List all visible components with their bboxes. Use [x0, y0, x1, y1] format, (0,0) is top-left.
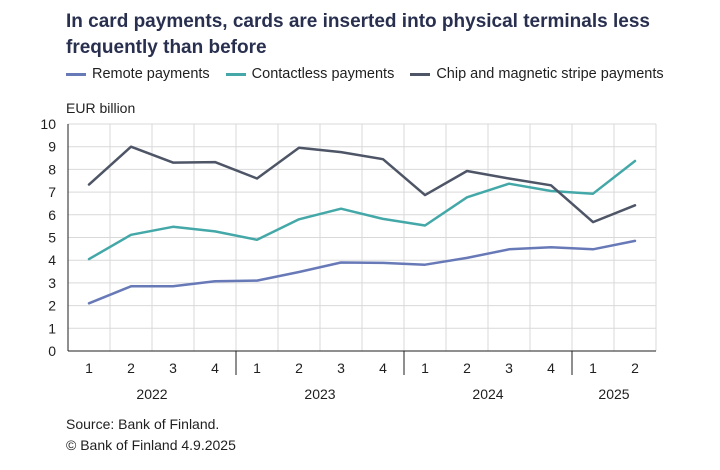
- legend: Remote payments Contactless payments Chi…: [66, 66, 664, 82]
- x-tick-label: 1: [589, 360, 597, 376]
- legend-label-remote: Remote payments: [92, 66, 210, 82]
- x-tick-label: 1: [85, 360, 93, 376]
- y-tick-label: 1: [48, 320, 56, 336]
- y-tick-label: 0: [48, 343, 56, 359]
- legend-item-chip: Chip and magnetic stripe payments: [410, 66, 664, 82]
- chart-title: In card payments, cards are inserted int…: [66, 11, 650, 58]
- y-tick-label: 8: [48, 161, 56, 177]
- legend-label-contactless: Contactless payments: [251, 66, 395, 82]
- y-tick-label: 5: [48, 230, 56, 246]
- x-tick-label: 2: [295, 360, 303, 376]
- y-tick-label: 3: [48, 275, 56, 291]
- x-tick-label: 2: [631, 360, 639, 376]
- year-label: 2022: [136, 386, 167, 402]
- x-tick-label: 3: [505, 360, 513, 376]
- y-tick-label: 4: [48, 252, 56, 268]
- series-line-chip: [87, 145, 637, 224]
- year-label: 2025: [598, 386, 629, 402]
- legend-label-chip: Chip and magnetic stripe payments: [436, 66, 664, 82]
- x-tick-label: 1: [253, 360, 261, 376]
- y-axis-unit-label: EUR billion: [66, 100, 136, 116]
- year-label: 2024: [472, 386, 503, 402]
- legend-swatch-contactless: [225, 72, 246, 76]
- y-tick-label: 2: [48, 298, 56, 314]
- x-tick-label: 2: [463, 360, 471, 376]
- x-tick-label: 1: [421, 360, 429, 376]
- legend-swatch-chip: [410, 72, 431, 76]
- x-tick-label: 3: [337, 360, 345, 376]
- y-tick-label: 10: [40, 116, 56, 132]
- legend-item-contactless: Contactless payments: [225, 66, 395, 82]
- series-line-contactless: [87, 159, 637, 261]
- x-tick-label: 4: [379, 360, 387, 376]
- footer: Source: Bank of Finland. © Bank of Finla…: [66, 414, 236, 456]
- x-tick-label: 2: [127, 360, 135, 376]
- source-note: Source: Bank of Finland.: [66, 416, 220, 432]
- y-tick-label: 6: [48, 207, 56, 223]
- x-tick-label: 4: [547, 360, 555, 376]
- year-label: 2023: [304, 386, 335, 402]
- legend-swatch-remote: [66, 72, 86, 76]
- series-line-remote: [87, 239, 637, 305]
- legend-item-remote: Remote payments: [66, 66, 210, 82]
- x-tick-label: 4: [211, 360, 219, 376]
- x-tick-label: 3: [169, 360, 177, 376]
- y-tick-label: 9: [48, 139, 56, 155]
- copyright-note: © Bank of Finland 4.9.2025: [66, 437, 236, 453]
- y-tick-label: 7: [48, 184, 56, 200]
